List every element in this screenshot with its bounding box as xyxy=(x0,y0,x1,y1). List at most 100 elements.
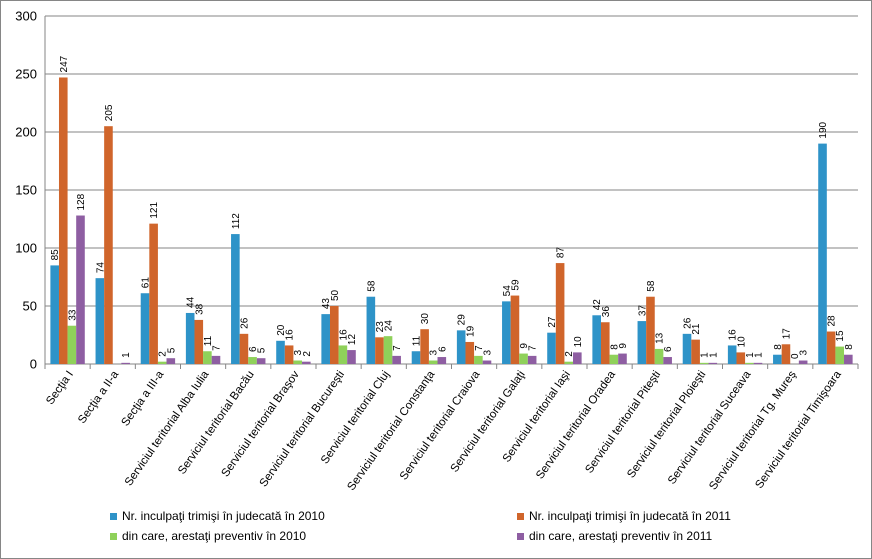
data-label: 1 xyxy=(121,352,132,358)
data-label: 1 xyxy=(700,352,711,358)
legend-swatch xyxy=(110,513,117,520)
legend-swatch xyxy=(517,513,524,520)
data-label: 2 xyxy=(302,351,313,357)
data-label: 27 xyxy=(547,316,558,328)
data-label: 74 xyxy=(95,262,106,274)
bar xyxy=(699,362,709,364)
bar xyxy=(239,333,249,364)
data-label: 26 xyxy=(683,317,694,329)
bar xyxy=(474,355,483,364)
bar xyxy=(166,358,176,364)
data-label: 59 xyxy=(510,279,521,291)
bar xyxy=(67,325,77,364)
bar xyxy=(50,265,59,364)
bar xyxy=(547,332,556,364)
bar xyxy=(293,360,303,364)
category-label: Serviciul teritorial Suceava xyxy=(666,368,754,486)
y-tick-label: 100 xyxy=(15,241,37,256)
bar xyxy=(753,362,763,364)
data-label: 13 xyxy=(655,332,666,344)
data-label: 7 xyxy=(392,345,403,351)
category-label: Secţia a II-a xyxy=(76,368,121,426)
data-label: 1 xyxy=(708,352,719,358)
bar xyxy=(256,358,266,364)
data-label: 26 xyxy=(239,317,250,329)
bar xyxy=(736,352,746,364)
category-label: Serviciul teritorial Craiova xyxy=(398,368,483,482)
data-label: 0 xyxy=(790,353,801,359)
data-label: 16 xyxy=(285,329,296,341)
bar xyxy=(375,337,384,364)
data-label: 1 xyxy=(745,352,756,358)
bar xyxy=(149,223,158,364)
category-label: Serviciul teritorial Braşov xyxy=(219,369,302,480)
bar xyxy=(366,296,376,364)
bar xyxy=(835,346,845,364)
data-label: 21 xyxy=(691,323,702,335)
data-label: 17 xyxy=(781,328,792,340)
data-label: 12 xyxy=(347,334,358,346)
bar xyxy=(121,362,130,364)
data-label: 190 xyxy=(818,121,829,138)
category-label: Serviciul teritorial Alba Iulia xyxy=(123,368,212,488)
data-label: 128 xyxy=(76,193,87,210)
legend-label: din care, arestaţi preventiv în 2010 xyxy=(122,529,306,543)
data-label: 2 xyxy=(158,351,169,357)
category-label: Serviciul teritorial Constanţa xyxy=(345,368,437,493)
bar xyxy=(194,319,204,364)
bar xyxy=(465,341,475,364)
bar xyxy=(276,340,285,364)
bar xyxy=(185,312,195,364)
bar xyxy=(157,361,167,364)
category-label: Serviciul teritorial Oradea xyxy=(534,368,618,481)
y-tick-label: 0 xyxy=(30,357,37,372)
bar xyxy=(564,361,574,364)
bar xyxy=(392,355,401,364)
data-label: 9 xyxy=(618,343,629,349)
bar xyxy=(844,354,853,364)
bar xyxy=(637,321,647,364)
y-tick-label: 250 xyxy=(15,67,37,82)
data-label: 8 xyxy=(773,344,784,350)
bar xyxy=(654,348,664,364)
bar xyxy=(321,314,330,364)
data-label: 3 xyxy=(482,350,493,356)
bar xyxy=(411,351,421,364)
data-label: 58 xyxy=(646,280,657,292)
data-label: 5 xyxy=(257,347,268,353)
data-label: 20 xyxy=(276,324,287,336)
category-label: Serviciul teritorial Bucureşti xyxy=(258,369,347,489)
bar xyxy=(781,344,791,364)
data-label: 6 xyxy=(437,346,448,352)
bar xyxy=(592,315,601,364)
y-tick-label: 150 xyxy=(15,183,37,198)
data-label: 43 xyxy=(321,298,332,310)
data-label: 7 xyxy=(474,345,485,351)
data-label: 58 xyxy=(366,280,377,292)
data-label: 54 xyxy=(502,285,513,297)
bar xyxy=(140,293,150,364)
bar xyxy=(502,301,511,364)
data-label: 10 xyxy=(736,336,747,348)
bar xyxy=(231,234,240,364)
data-label: 3 xyxy=(429,350,440,356)
data-label: 19 xyxy=(465,325,476,337)
bar xyxy=(510,295,520,364)
data-label: 205 xyxy=(104,104,115,121)
bar xyxy=(600,322,610,364)
y-tick-label: 50 xyxy=(23,299,37,314)
data-label: 15 xyxy=(835,330,846,342)
category-label: Serviciul teritorial Timişoara xyxy=(753,368,844,491)
category-label: Secţia I xyxy=(44,369,76,407)
bar xyxy=(104,126,113,364)
legend-label: Nr. inculpaţi trimişi în judecată în 201… xyxy=(122,509,325,523)
bar xyxy=(347,350,356,364)
data-label: 33 xyxy=(67,309,78,321)
bar xyxy=(482,360,492,364)
bar xyxy=(58,77,68,364)
bar xyxy=(646,296,655,364)
bar xyxy=(663,357,672,364)
bar xyxy=(618,353,627,364)
